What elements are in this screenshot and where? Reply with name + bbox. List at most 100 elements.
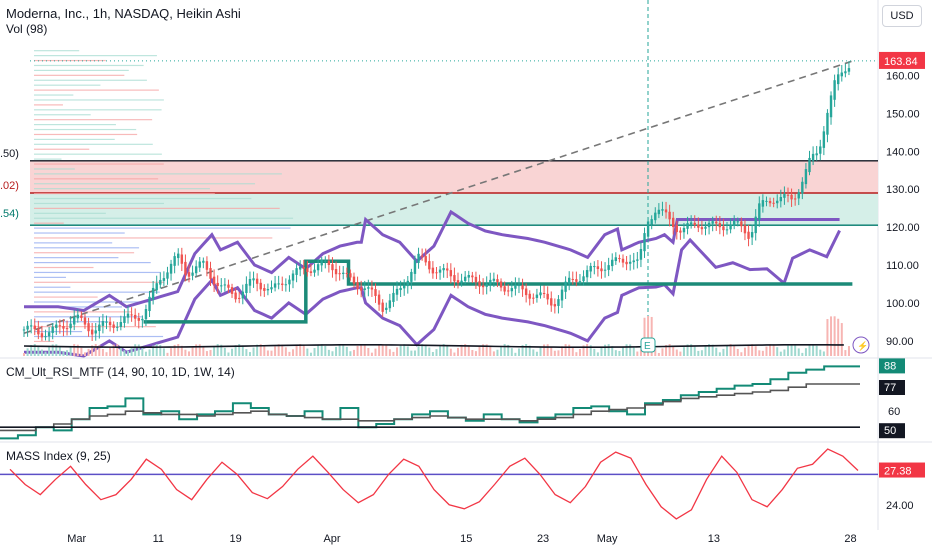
volume-bar — [345, 346, 348, 356]
candle-body — [73, 316, 76, 325]
volume-label: Vol (98) — [6, 22, 48, 36]
mass-value-tag — [879, 462, 925, 478]
candle-body — [564, 281, 567, 292]
mass-index-line — [9, 448, 859, 520]
candle-body — [521, 285, 524, 290]
volume-bar — [586, 344, 589, 356]
volume-bar — [650, 316, 653, 356]
volume-bar — [643, 317, 646, 356]
volume-bar — [718, 352, 721, 356]
candle-body — [510, 288, 514, 292]
volume-bar — [840, 323, 843, 356]
volume-bar — [356, 345, 359, 356]
candle-body — [194, 266, 198, 274]
candle-body — [356, 282, 359, 289]
volume-bar — [478, 346, 481, 356]
candle-body — [112, 324, 115, 328]
volume-bar — [245, 349, 248, 356]
candle-body — [761, 200, 765, 207]
volume-profile-bar — [34, 188, 210, 190]
candle-body — [313, 269, 316, 273]
candle-body — [740, 221, 743, 227]
volume-bar — [467, 346, 470, 356]
candle-body — [790, 194, 793, 200]
candle-body — [377, 294, 381, 305]
price-tick-label: 130.00 — [886, 184, 920, 196]
volume-bar — [216, 344, 219, 356]
candle-body — [707, 222, 711, 228]
volume-bar — [381, 344, 384, 356]
volume-profile-bar — [34, 340, 54, 343]
volume-bar — [607, 344, 610, 356]
volume-bar — [342, 344, 345, 356]
volume-profile-bar — [34, 321, 109, 323]
candle-body — [732, 220, 736, 226]
volume-bar — [152, 345, 155, 356]
volume-bar — [101, 348, 104, 356]
candle-body — [309, 271, 313, 273]
rsi-series-line — [0, 383, 860, 432]
candle-body — [94, 330, 97, 334]
candle-body — [55, 324, 58, 328]
volume-bar — [794, 345, 797, 356]
candle-body — [657, 209, 661, 215]
volume-profile-bar — [34, 59, 106, 62]
volume-bar — [252, 347, 255, 356]
volume-bar — [826, 319, 829, 356]
volume-bar — [815, 345, 818, 356]
volume-bar — [281, 344, 284, 356]
candle-body — [331, 264, 334, 271]
volume-profile-bar — [34, 50, 80, 52]
candle-body — [758, 203, 761, 220]
candle-body — [661, 209, 664, 211]
volume-bar — [704, 346, 707, 356]
candle-body — [815, 153, 818, 156]
candle-body — [295, 268, 298, 275]
volume-profile-bar — [34, 178, 159, 180]
volume-bar — [284, 347, 287, 356]
candle-body — [385, 307, 388, 310]
volume-bar — [618, 350, 621, 356]
volume-bar — [370, 352, 373, 356]
volume-bar — [460, 344, 463, 356]
volume-bar — [37, 345, 40, 356]
volume-bar — [123, 350, 126, 356]
volume-bar — [474, 351, 477, 356]
candle-body — [241, 291, 244, 299]
volume-bar — [94, 344, 97, 356]
volume-bar — [320, 344, 323, 356]
volume-profile-bar — [34, 168, 75, 170]
volume-bar — [202, 346, 205, 356]
candle-body — [245, 283, 248, 293]
candle-body — [582, 276, 585, 282]
volume-bar — [804, 348, 807, 356]
volume-bar — [697, 350, 700, 356]
x-tick-label: 15 — [460, 533, 472, 545]
candle-body — [646, 221, 650, 237]
volume-profile-bar — [34, 55, 157, 57]
candle-body — [162, 278, 166, 281]
volume-bar — [317, 344, 320, 356]
currency-button[interactable]: USD — [882, 5, 922, 27]
candle-body — [288, 279, 291, 285]
volume-bar — [198, 344, 201, 356]
volume-profile-bar — [34, 128, 137, 131]
volume-bar — [844, 350, 847, 356]
volume-bar — [550, 346, 553, 356]
volume-bar — [378, 345, 381, 356]
candle-body — [101, 321, 105, 326]
volume-profile-bar — [34, 286, 71, 288]
volume-bar — [492, 351, 495, 356]
volume-profile-bar — [34, 133, 138, 136]
candle-body — [345, 272, 349, 274]
candle-body — [177, 253, 180, 259]
volume-bar — [525, 344, 528, 356]
x-tick-label: 13 — [708, 533, 720, 545]
volume-bar — [833, 316, 836, 356]
volume-bar — [299, 344, 302, 356]
volume-bar — [335, 346, 338, 356]
volume-bar — [471, 349, 474, 356]
candle-body — [747, 231, 750, 239]
volume-bar — [127, 350, 130, 356]
volume-profile-bar — [34, 217, 294, 219]
